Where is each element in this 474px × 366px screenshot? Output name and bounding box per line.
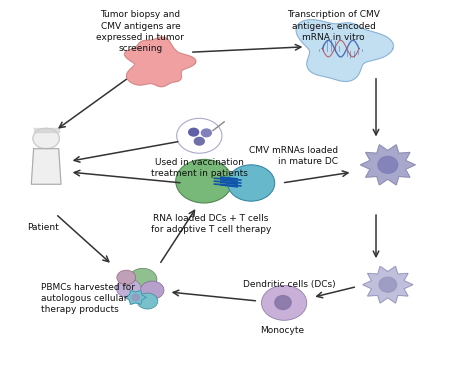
Text: Monocyte: Monocyte: [260, 326, 304, 336]
Circle shape: [201, 129, 211, 137]
Text: Patient: Patient: [27, 223, 59, 232]
Circle shape: [128, 268, 157, 290]
Polygon shape: [125, 291, 146, 305]
Circle shape: [262, 285, 307, 320]
Circle shape: [140, 281, 164, 299]
Polygon shape: [31, 149, 61, 184]
Text: Used in vaccination
treatment in patients: Used in vaccination treatment in patient…: [151, 158, 248, 178]
Polygon shape: [363, 266, 413, 303]
Text: CMV mRNAs loaded
in mature DC: CMV mRNAs loaded in mature DC: [249, 146, 338, 166]
Text: Tumor biopsy and
CMV antigens are
expressed in tumor
screening: Tumor biopsy and CMV antigens are expres…: [97, 11, 184, 53]
Text: Transcription of CMV
antigens, encoded
mRNA in vitro: Transcription of CMV antigens, encoded m…: [287, 11, 380, 42]
Circle shape: [117, 270, 136, 285]
Polygon shape: [360, 145, 415, 185]
Text: RNA loaded DCs + T cells
for adoptive T cell therapy: RNA loaded DCs + T cells for adoptive T …: [151, 214, 271, 234]
Polygon shape: [125, 37, 196, 87]
Text: PBMCs harvested for
autologous cellular
therapy products: PBMCs harvested for autologous cellular …: [41, 283, 136, 314]
Circle shape: [189, 128, 199, 136]
Ellipse shape: [379, 277, 397, 292]
Circle shape: [176, 159, 232, 203]
Circle shape: [117, 279, 141, 298]
Polygon shape: [296, 20, 393, 82]
Circle shape: [33, 128, 59, 149]
Ellipse shape: [132, 294, 139, 300]
Circle shape: [228, 165, 275, 201]
Text: Dendritic cells (DCs): Dendritic cells (DCs): [243, 280, 336, 289]
Circle shape: [177, 118, 222, 153]
Ellipse shape: [378, 156, 398, 173]
Ellipse shape: [275, 295, 291, 310]
Circle shape: [137, 293, 158, 309]
Circle shape: [194, 137, 204, 145]
